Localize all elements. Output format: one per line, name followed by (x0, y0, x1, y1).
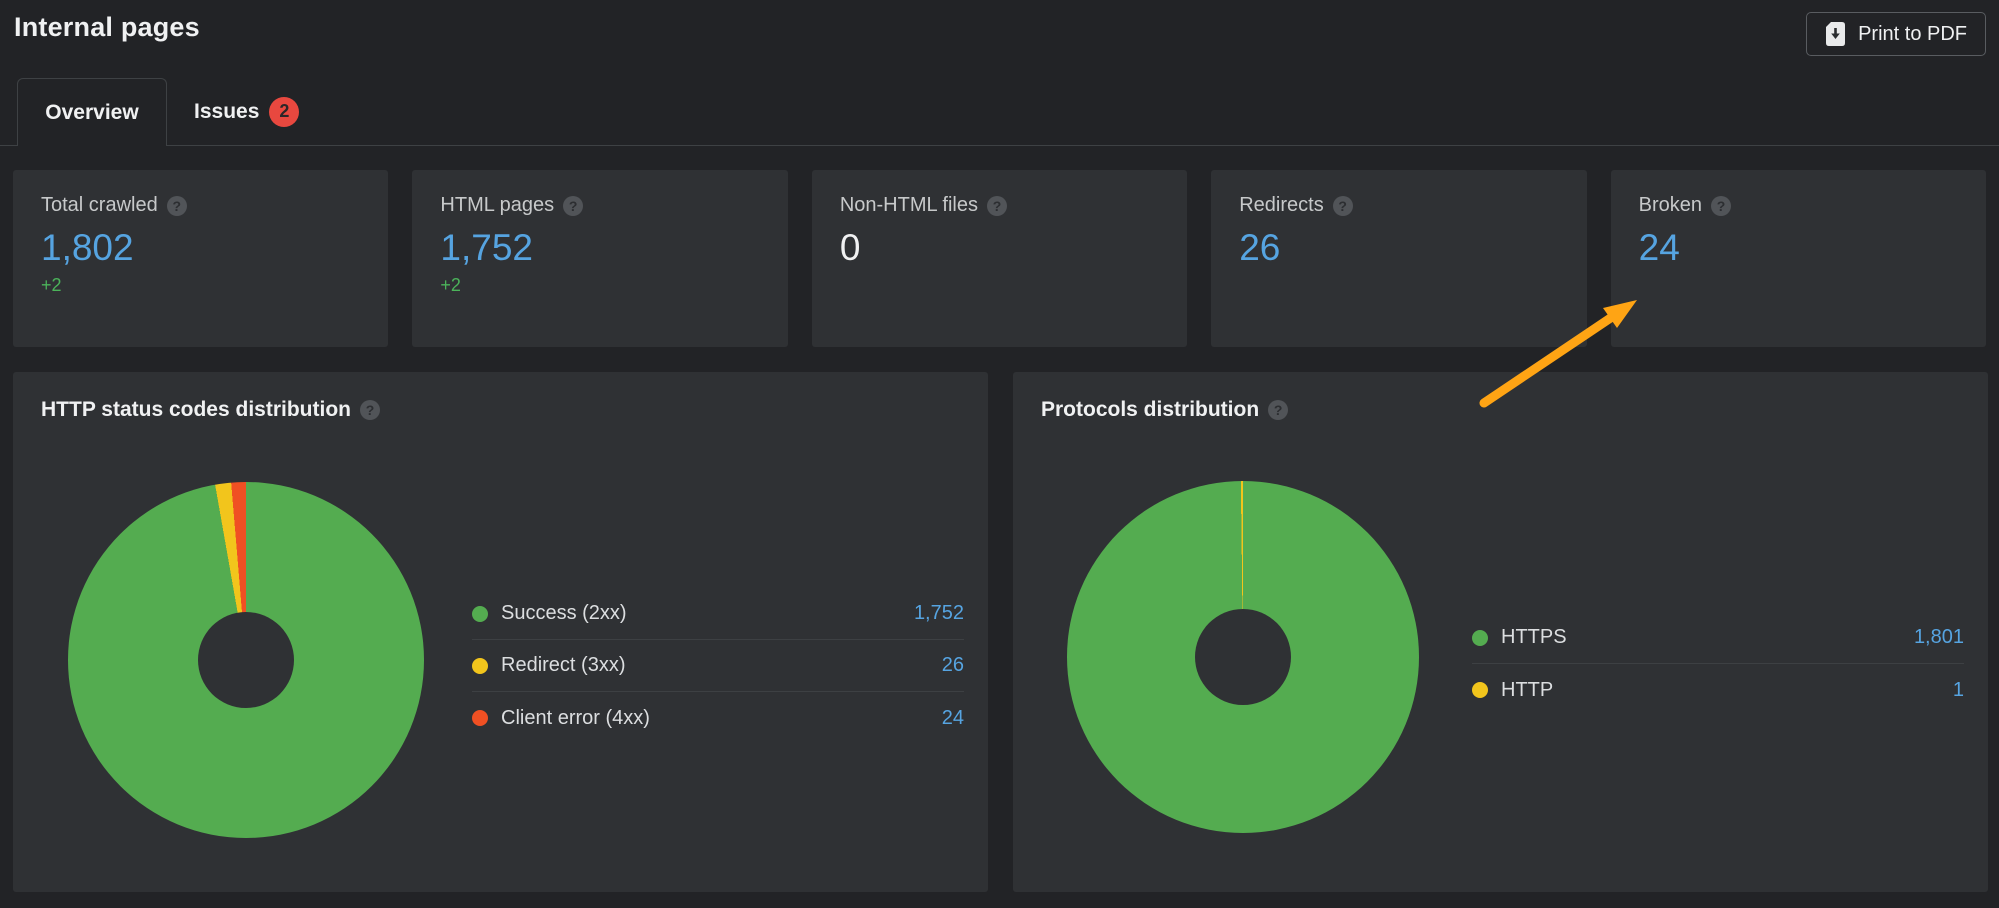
legend-row-redirect: Redirect (3xx) 26 (472, 640, 964, 692)
card-delta (840, 275, 1159, 295)
card-value: 1,752 (440, 227, 533, 268)
card-delta: +2 (440, 275, 461, 295)
legend-label: HTTPS (1501, 626, 1567, 648)
legend-row-http: HTTP 1 (1472, 664, 1964, 716)
legend-value-link[interactable]: 1,752 (913, 602, 964, 624)
legend-label: Success (2xx) (501, 602, 627, 624)
help-icon[interactable]: ? (987, 195, 1007, 216)
protocols-legend: HTTPS 1,801 HTTP 1 (1472, 612, 1964, 716)
card-label: Non-HTML files (839, 194, 978, 216)
card-value: 1,802 (41, 227, 134, 268)
card-value: 24 (1638, 227, 1680, 268)
help-icon[interactable]: ? (166, 195, 187, 216)
legend-row-client-error: Client error (4xx) 24 (472, 692, 964, 744)
tab-overview-label: Overview (45, 100, 139, 124)
tab-issues-label: Issues (194, 99, 260, 123)
panel-title: Protocols distribution (1041, 398, 1260, 421)
help-icon[interactable]: ? (563, 195, 584, 216)
legend-row-https: HTTPS 1,801 (1472, 612, 1964, 664)
legend-value-link[interactable]: 1 (1952, 678, 1964, 701)
card-delta (1239, 275, 1558, 295)
http-status-donut-chart[interactable] (68, 482, 424, 838)
print-button-label: Print to PDF (1858, 22, 1967, 45)
download-document-icon (1826, 22, 1846, 46)
card-value: 26 (1239, 227, 1281, 268)
legend-label: Redirect (3xx) (501, 654, 626, 676)
legend-value-link[interactable]: 1,801 (1913, 626, 1964, 648)
stat-card-redirects: Redirects? 26 (1211, 170, 1587, 347)
protocols-donut-chart[interactable] (1067, 481, 1419, 833)
tab-overview[interactable]: Overview (17, 78, 167, 146)
card-label: HTML pages (440, 194, 555, 216)
card-label: Total crawled (41, 194, 158, 216)
page-title: Internal pages (14, 12, 200, 42)
tab-issues[interactable]: Issues 2 (180, 78, 313, 145)
legend-label: Client error (4xx) (501, 706, 650, 729)
legend-value-link[interactable]: 24 (941, 706, 964, 729)
card-label: Broken (1638, 194, 1702, 216)
legend-value-link[interactable]: 26 (941, 654, 964, 676)
stat-card-html-pages: HTML pages? 1,752 +2 (412, 170, 788, 347)
print-to-pdf-button[interactable]: Print to PDF (1806, 12, 1986, 56)
legend-label: HTTP (1501, 678, 1554, 701)
legend-dot-green (472, 605, 488, 622)
legend-row-success: Success (2xx) 1,752 (472, 588, 964, 640)
help-icon[interactable]: ? (359, 400, 380, 420)
http-status-legend: Success (2xx) 1,752 Redirect (3xx) 26 Cl… (472, 588, 964, 744)
legend-dot-green (1472, 629, 1488, 646)
help-icon[interactable]: ? (1332, 195, 1353, 216)
panel-protocols: Protocols distribution ? HTTPS 1,801 HTT… (1013, 372, 1988, 892)
stat-card-non-html-files: Non-HTML files? 0 (811, 170, 1188, 347)
card-value: 0 (839, 227, 861, 268)
legend-dot-orange (472, 710, 488, 726)
issues-count-badge: 2 (269, 96, 300, 127)
panel-title: HTTP status codes distribution (41, 398, 351, 421)
tab-bar-divider (0, 145, 1999, 146)
panel-http-status-codes: HTTP status codes distribution ? Success… (13, 372, 988, 892)
card-label: Redirects (1239, 194, 1324, 216)
stat-card-total-crawled: Total crawled? 1,802 +2 (13, 170, 389, 347)
stat-cards-row: Total crawled? 1,802 +2 HTML pages? 1,75… (13, 170, 1987, 347)
legend-dot-yellow (472, 657, 488, 674)
stat-card-broken: Broken? 24 (1610, 170, 1987, 347)
card-delta (1639, 275, 1958, 295)
legend-dot-yellow (1472, 682, 1488, 698)
help-icon[interactable]: ? (1268, 400, 1289, 420)
help-icon[interactable]: ? (1711, 195, 1731, 216)
card-delta: +2 (41, 275, 62, 295)
